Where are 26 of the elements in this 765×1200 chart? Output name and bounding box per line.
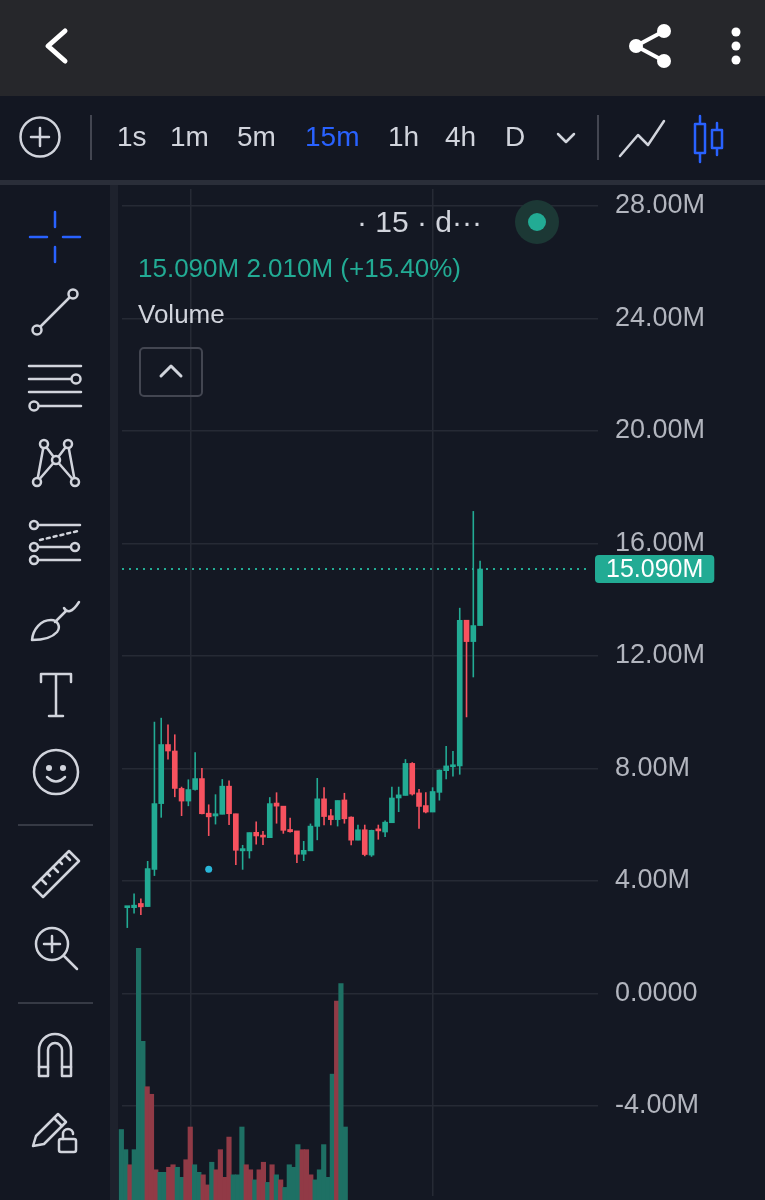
chart-title: Volume — [138, 298, 225, 330]
bar — [239, 1126, 245, 1200]
text: 5m — [237, 120, 276, 154]
y-tick-label: -4.00M — [615, 1089, 700, 1120]
text: · 15 · d··· — [357, 204, 483, 240]
text: 15m — [305, 120, 360, 154]
y-tick-label: 28.00M — [615, 189, 706, 220]
bar — [252, 1179, 258, 1200]
y-tick-label: 20.00M — [615, 414, 706, 445]
y-tick-label: 24.00M — [615, 301, 706, 332]
y-tick-label: 8.00M — [615, 751, 691, 782]
text: D — [505, 120, 526, 154]
bar — [338, 983, 344, 1200]
text: 15.090M 2.010M (+15.40%) — [138, 252, 462, 284]
y-tick-label: 4.00M — [615, 864, 691, 895]
candlestick — [165, 723, 171, 761]
bar — [209, 1161, 215, 1200]
candlestick — [138, 897, 144, 916]
text: 1h — [388, 120, 420, 154]
text: 1s — [117, 120, 147, 154]
y-tick-label: 0.0000 — [615, 976, 698, 1007]
text: 1m — [170, 120, 209, 154]
y-tick-label: 12.00M — [615, 639, 706, 670]
bar — [226, 1136, 232, 1200]
candlestick — [239, 844, 246, 871]
text: 4h — [445, 120, 477, 154]
